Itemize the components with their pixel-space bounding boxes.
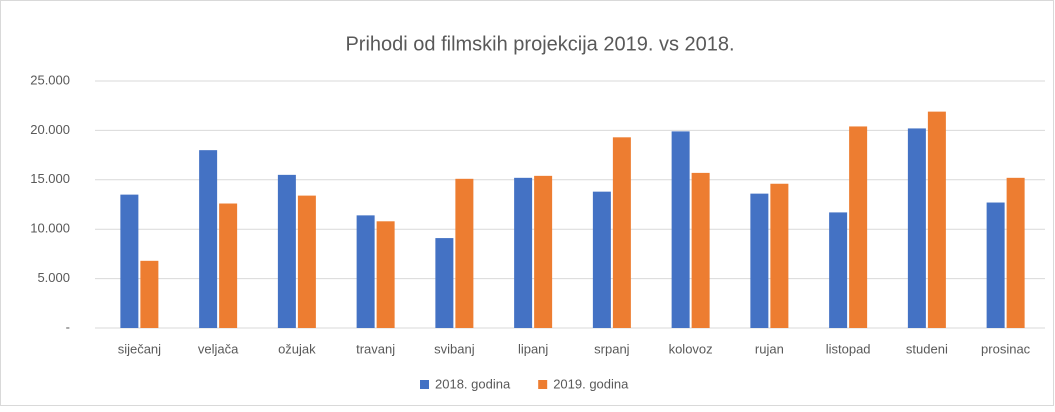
x-tick-label: veljača (198, 341, 239, 356)
legend-swatch (420, 380, 429, 389)
bar (376, 221, 395, 328)
bar (1006, 177, 1025, 328)
x-tick-label: srpanj (594, 341, 630, 356)
bar (750, 193, 769, 328)
x-tick-label: listopad (826, 341, 871, 356)
y-tick-label: 20.000 (30, 122, 70, 137)
bar (435, 238, 454, 328)
bar (671, 131, 690, 328)
bar (907, 128, 926, 328)
x-tick-label: prosinac (981, 341, 1031, 356)
y-tick-label: 25.000 (30, 72, 70, 87)
bar (514, 177, 533, 328)
bar (691, 172, 710, 328)
bar (140, 260, 159, 328)
bar (829, 212, 848, 328)
bar (612, 137, 631, 328)
y-tick-label: 10.000 (30, 221, 70, 236)
y-tick-label: 15.000 (30, 171, 70, 186)
x-tick-label: rujan (755, 341, 784, 356)
chart-title: Prihodi od filmskih projekcija 2019. vs … (345, 33, 734, 55)
bar (455, 178, 474, 328)
x-tick-label: siječanj (118, 341, 161, 356)
bar (356, 215, 375, 328)
x-tick-label: svibanj (434, 341, 475, 356)
bar (770, 183, 789, 328)
bar (927, 111, 946, 329)
bar (297, 195, 316, 328)
bar (592, 191, 611, 328)
legend-label: 2019. godina (553, 376, 629, 391)
bar (849, 126, 868, 328)
bar (277, 174, 296, 328)
bar (120, 194, 139, 328)
bar (534, 175, 553, 328)
bar (219, 203, 238, 328)
x-tick-label: ožujak (278, 341, 316, 356)
bar (986, 202, 1005, 328)
x-tick-label: kolovoz (669, 341, 713, 356)
bar (199, 150, 218, 328)
legend-label: 2018. godina (435, 376, 511, 391)
x-tick-label: lipanj (518, 341, 548, 356)
y-tick-label: 5.000 (37, 270, 70, 285)
y-tick-label: - (66, 319, 70, 334)
x-tick-label: studeni (906, 341, 948, 356)
x-tick-label: travanj (356, 341, 395, 356)
legend-swatch (538, 380, 548, 389)
